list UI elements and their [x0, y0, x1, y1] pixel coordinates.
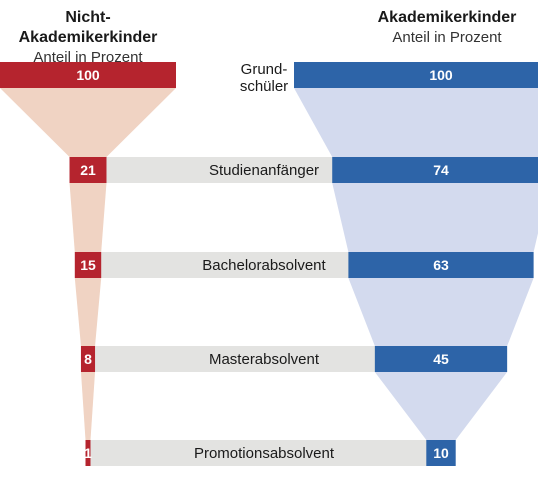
left-value-label: 1 [84, 445, 92, 461]
left-value-label: 15 [80, 257, 96, 273]
right-value-bar [374, 346, 508, 372]
category-label: Promotionsabsolvent [194, 445, 335, 462]
right-value-bar [426, 440, 456, 466]
right-funnel-segment [348, 278, 534, 346]
right-value-bar [332, 157, 538, 183]
right-funnel-segment [294, 88, 538, 157]
right-value-bar [294, 62, 538, 88]
right-series-unit: Anteil in Prozent [392, 29, 502, 46]
category-label: Grund- [241, 61, 288, 78]
left-value-bar [74, 252, 102, 278]
left-value-bar [80, 346, 96, 372]
right-value-label: 10 [433, 445, 449, 461]
right-value-label: 74 [433, 162, 449, 178]
left-funnel-segment [80, 372, 96, 440]
right-value-label: 63 [433, 257, 449, 273]
left-value-label: 100 [76, 67, 100, 83]
left-value-label: 21 [80, 162, 96, 178]
left-value-bar [0, 62, 176, 88]
category-label: Masterabsolvent [209, 351, 320, 368]
left-funnel-segment [0, 88, 176, 157]
right-value-label: 45 [433, 351, 449, 367]
right-funnel-segment [332, 183, 538, 252]
right-header: Akademikerkinder Anteil in Prozent [356, 8, 538, 48]
left-header: Nicht-Akademikerkinder Anteil in Prozent [0, 8, 176, 68]
category-label: Studienanfänger [209, 162, 319, 179]
right-series-title: Akademikerkinder [377, 9, 517, 26]
left-value-bar [85, 440, 91, 466]
left-value-bar [69, 157, 107, 183]
left-series-title: Nicht-Akademikerkinder [18, 9, 158, 46]
left-funnel-segment [74, 278, 102, 346]
left-value-label: 8 [84, 351, 92, 367]
right-value-bar [348, 252, 534, 278]
right-funnel-segment [374, 372, 508, 440]
left-series-unit: Anteil in Prozent [33, 49, 143, 66]
category-label-bar [88, 440, 441, 466]
right-value-label: 100 [429, 67, 453, 83]
category-label: schüler [240, 78, 288, 95]
left-funnel-segment [69, 183, 107, 252]
category-label: Bachelorabsolvent [202, 257, 326, 274]
